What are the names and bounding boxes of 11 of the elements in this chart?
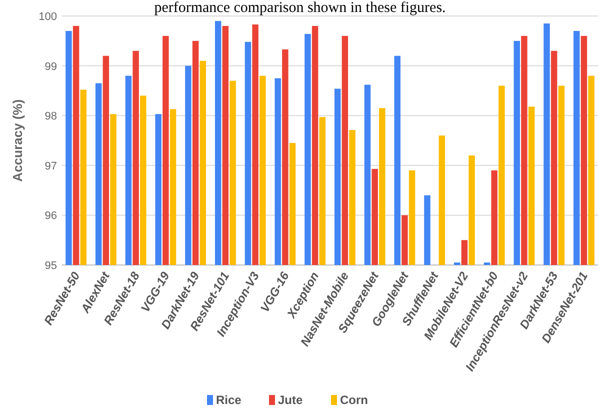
y-tick-label: 99 xyxy=(44,60,57,73)
y-tick-label: 100 xyxy=(38,11,57,23)
legend-label: Jute xyxy=(278,393,303,407)
y-axis-title: Accuracy (%) xyxy=(10,99,25,182)
y-tick-label: 95 xyxy=(44,260,57,272)
y-tick-label: 96 xyxy=(44,210,57,222)
legend-label: Corn xyxy=(340,393,368,407)
y-tick-label: 98 xyxy=(44,110,57,123)
annotation: performance comparison shown in these figures. xyxy=(154,0,446,16)
y-tick-label: 97 xyxy=(44,160,57,172)
legend-label: Rice xyxy=(216,393,242,407)
